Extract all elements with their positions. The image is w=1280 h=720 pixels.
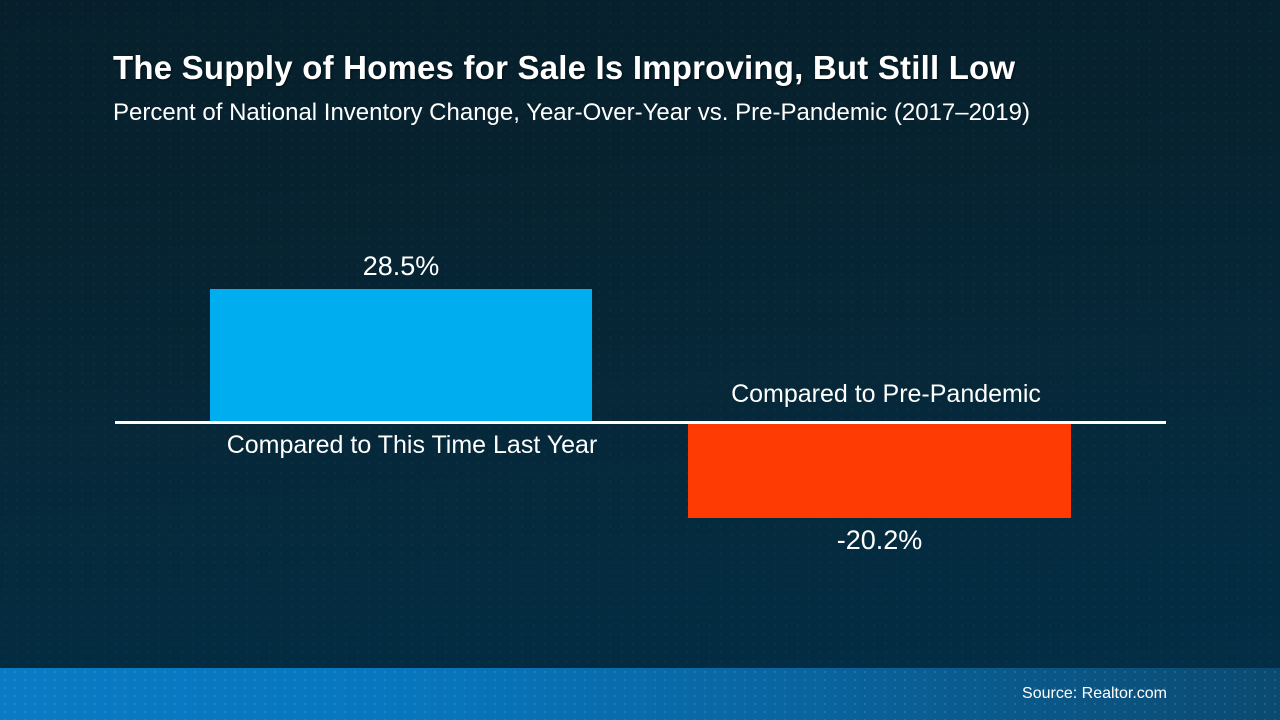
category-label-pre-pandemic: Compared to Pre-Pandemic [731,380,1041,408]
baseline-axis [115,421,1166,424]
value-label-positive: 28.5% [362,251,440,281]
page-title: The Supply of Homes for Sale Is Improvin… [113,49,1016,86]
value-label-negative: -20.2% [836,525,923,555]
source-attribution: Source: Realtor.com [1022,685,1167,702]
category-label-last-year: Compared to This Time Last Year [226,431,598,459]
bar-negative [688,424,1071,518]
bar-positive [210,289,592,421]
page-subtitle: Percent of National Inventory Change, Ye… [113,99,1030,126]
footer-band: Source: Realtor.com [0,668,1280,720]
